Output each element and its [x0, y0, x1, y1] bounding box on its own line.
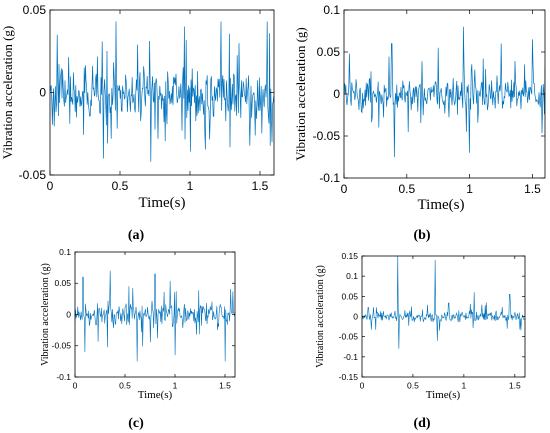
panel-caption-c: (c) — [128, 416, 144, 431]
x-tick-label: 0.5 — [119, 381, 131, 391]
y-tick-label: 0.05 — [23, 3, 47, 17]
y-tick-label: -0.05 — [313, 129, 341, 143]
panel-caption-b: (b) — [413, 228, 430, 243]
y-tick-label: 0.15 — [341, 251, 358, 261]
ticks-c: 0 0.5 1 1.5 -0.1 -0.05 0 0.05 0.1 — [52, 247, 235, 391]
panel-b: 0 0.5 1 1.5 -0.1 -0.05 0 0.05 0.1 Time(s) Vibrat… — [293, 3, 546, 243]
x-tick-label: 0.5 — [112, 179, 129, 193]
y-axis-label-a: Vibration acceleration (g) — [0, 26, 15, 160]
x-tick-label: 1.5 — [252, 179, 269, 193]
x-tick-label: 1.5 — [219, 381, 231, 391]
y-axis-label-c: Vibration acceleration (g) — [40, 263, 51, 366]
signal-line-b — [344, 26, 545, 158]
y-tick-label: 0 — [66, 309, 71, 319]
y-tick-label: 0.1 — [346, 271, 358, 281]
y-tick-label: 0 — [39, 86, 46, 100]
y-tick-label: -0.05 — [339, 332, 359, 342]
x-tick-label: 0.5 — [398, 182, 415, 196]
x-axis-label-a: Time(s) — [139, 195, 186, 211]
x-tick-label: 1 — [187, 179, 194, 193]
y-axis-label-b: Vibration acceleration (g) — [293, 27, 308, 161]
x-tick-label: 0 — [360, 381, 365, 391]
signal-line-c — [75, 270, 235, 362]
y-tick-label: 0.05 — [54, 278, 71, 288]
y-tick-label: 0 — [333, 87, 340, 101]
x-axis-label-d: Time(s) — [426, 389, 461, 401]
y-tick-label: 0.1 — [59, 247, 71, 257]
panel-caption-d: (d) — [413, 416, 430, 431]
signal-line-d — [362, 256, 525, 349]
x-tick-label: 0.5 — [407, 381, 419, 391]
panel-caption-a: (a) — [128, 228, 145, 243]
y-tick-label: 0.1 — [323, 3, 340, 17]
panel-c: 0 0.5 1 1.5 -0.1 -0.05 0 0.05 0.1 Time(s) Vibrat… — [40, 247, 236, 431]
y-tick-label: -0.05 — [19, 168, 47, 182]
ticks-b: 0 0.5 1 1.5 -0.1 -0.05 0 0.05 0.1 — [313, 3, 545, 196]
x-tick-label: 1 — [466, 182, 473, 196]
x-tick-label: 1 — [173, 381, 178, 391]
y-tick-label: -0.15 — [339, 372, 359, 382]
x-tick-label: 1.5 — [509, 381, 521, 391]
y-tick-label: 0 — [353, 311, 358, 321]
y-tick-label: 0.05 — [317, 45, 341, 59]
plot-frame-c — [74, 251, 236, 378]
ticks-d: 0 0.5 1 1.5 -0.15 -0.1 -0.05 0 0.05 0.1 0.15 — [339, 251, 525, 391]
x-axis-label-b: Time(s) — [418, 197, 465, 213]
y-tick-label: -0.1 — [56, 372, 71, 382]
x-tick-label: 0 — [73, 381, 78, 391]
y-tick-label: 0.05 — [341, 291, 358, 301]
y-axis-label-d: Vibration acceleration (g) — [315, 265, 326, 368]
y-tick-label: -0.1 — [343, 352, 358, 362]
y-tick-label: -0.05 — [52, 341, 72, 351]
signal-line-a — [50, 21, 274, 162]
x-tick-label: 0 — [341, 182, 348, 196]
x-tick-label: 0 — [47, 179, 54, 193]
y-tick-label: -0.1 — [319, 171, 340, 185]
x-axis-label-c: Time(s) — [138, 389, 173, 401]
x-tick-label: 1.5 — [524, 182, 541, 196]
panel-d: 0 0.5 1 1.5 -0.15 -0.1 -0.05 0 0.05 0.1 0.15 Time(… — [315, 251, 526, 431]
x-tick-label: 1 — [462, 381, 467, 391]
